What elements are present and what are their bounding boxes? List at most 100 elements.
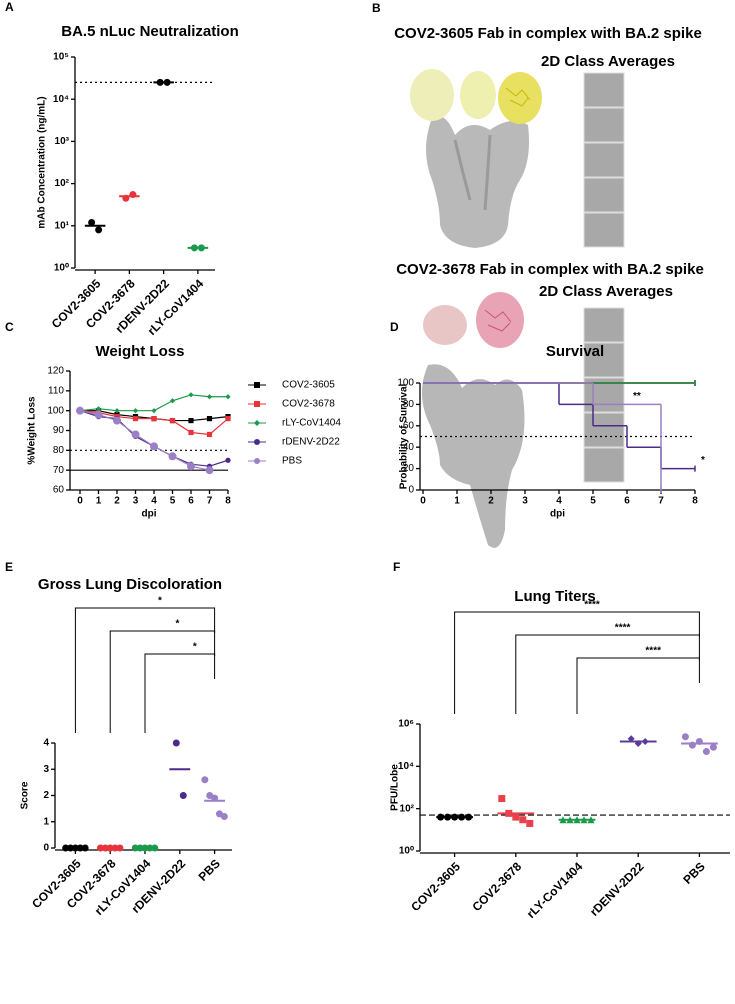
y-tick-label: 90 <box>53 425 65 436</box>
data-point <box>168 452 177 461</box>
data-point <box>172 739 180 747</box>
y-tick-label: 0 <box>43 843 49 854</box>
data-point <box>114 408 120 414</box>
chart-title: Survival <box>546 343 604 360</box>
significance-label: * <box>158 596 162 607</box>
data-point <box>150 442 158 451</box>
data-point <box>113 416 121 425</box>
data-point <box>225 416 231 422</box>
y-tick-label: 10² <box>55 178 70 189</box>
comparison-bracket <box>515 634 700 714</box>
data-point <box>254 382 260 388</box>
y-tick-label: 100 <box>397 378 414 389</box>
y-tick-label: 10⁵ <box>53 52 69 63</box>
panel-label: E <box>5 560 13 574</box>
x-axis-label: dpi <box>550 509 565 520</box>
y-tick-label: 10³ <box>55 136 70 147</box>
density-map-bottom <box>421 292 525 548</box>
significance-label: **** <box>645 646 661 657</box>
data-point <box>76 406 84 415</box>
density-map-top <box>410 69 542 248</box>
data-point <box>206 416 213 422</box>
data-point <box>187 462 195 471</box>
y-tick-label: 60 <box>403 420 415 431</box>
y-tick-label: 4 <box>43 738 49 749</box>
chart-title: Weight Loss <box>96 343 185 360</box>
panel-subtitle: 2D Class Averages <box>541 53 675 70</box>
data-point <box>498 795 506 803</box>
legend-label: COV2-3678 <box>282 399 335 410</box>
y-tick-label: 100 <box>47 405 64 416</box>
data-point <box>254 420 260 426</box>
data-point <box>709 743 717 751</box>
x-tick-label: 1 <box>454 496 460 507</box>
legend-label: COV2-3605 <box>282 380 335 391</box>
significance-label: ** <box>633 391 641 402</box>
comparison-bracket <box>109 630 216 733</box>
y-tick-label: 3 <box>43 764 49 775</box>
data-point <box>205 466 214 475</box>
significance-label: * <box>175 619 179 630</box>
comparison-bracket <box>576 657 700 714</box>
data-point <box>94 410 103 419</box>
data-point <box>526 819 534 827</box>
data-point <box>132 408 139 414</box>
x-axis-label: dpi <box>142 509 157 520</box>
significance-label: **** <box>584 600 600 611</box>
x-tick-label: 4 <box>556 496 562 507</box>
significance-label: * <box>193 642 197 653</box>
class-averages <box>583 72 625 483</box>
x-tick-label: 2 <box>488 496 494 507</box>
panel-label: A <box>5 0 14 14</box>
x-tick-label: 6 <box>188 496 194 507</box>
legend-label: rDENV-2D22 <box>282 437 340 448</box>
data-point <box>132 416 139 422</box>
x-tick-label: 7 <box>207 496 213 507</box>
data-point <box>681 733 689 741</box>
y-tick-label: 40 <box>403 442 415 453</box>
panel-label: F <box>393 560 400 574</box>
data-point <box>254 401 260 407</box>
y-tick-label: 1 <box>43 816 49 827</box>
data-point <box>179 792 187 799</box>
y-tick-label: 0 <box>408 485 414 496</box>
data-point <box>519 816 527 824</box>
x-tick-label: 8 <box>225 496 231 507</box>
x-tick-label: 5 <box>590 496 596 507</box>
data-point <box>225 394 231 400</box>
x-tick-label: rDENV-2D22 <box>587 859 647 919</box>
data-point <box>702 748 710 756</box>
y-tick-label: 10⁶ <box>398 719 414 730</box>
data-point <box>206 394 213 400</box>
x-tick-label: 0 <box>77 496 83 507</box>
data-point <box>206 431 213 438</box>
y-axis-label: mAb Concentration (ng/mL) <box>37 96 48 228</box>
x-tick-label: COV2-3678 <box>469 859 524 914</box>
x-tick-label: 7 <box>658 496 664 507</box>
data-point <box>254 458 260 464</box>
data-point <box>95 226 103 234</box>
x-tick-label: rLY-CoV1404 <box>524 859 586 921</box>
y-tick-label: 120 <box>47 366 64 377</box>
data-point <box>151 408 157 414</box>
chart-title: BA.5 nLuc Neutralization <box>61 23 239 40</box>
data-point <box>131 430 140 439</box>
data-point <box>188 392 194 398</box>
y-axis-label: Probability of Survival <box>399 383 410 489</box>
comparison-bracket <box>454 611 700 714</box>
data-point <box>169 398 176 404</box>
data-point <box>512 813 520 821</box>
panel-label: B <box>372 1 381 15</box>
legend-label: PBS <box>282 456 302 467</box>
y-tick-label: 110 <box>48 385 64 396</box>
y-tick-label: 10⁰ <box>54 263 69 274</box>
data-point <box>188 417 194 424</box>
x-tick-label: 5 <box>170 496 176 507</box>
x-tick-label: 4 <box>151 496 157 507</box>
x-tick-label: 0 <box>420 496 426 507</box>
y-tick-label: 70 <box>53 465 65 476</box>
data-point <box>220 813 228 820</box>
y-axis-label: Score <box>20 781 31 809</box>
y-tick-label: 10⁴ <box>53 94 69 105</box>
